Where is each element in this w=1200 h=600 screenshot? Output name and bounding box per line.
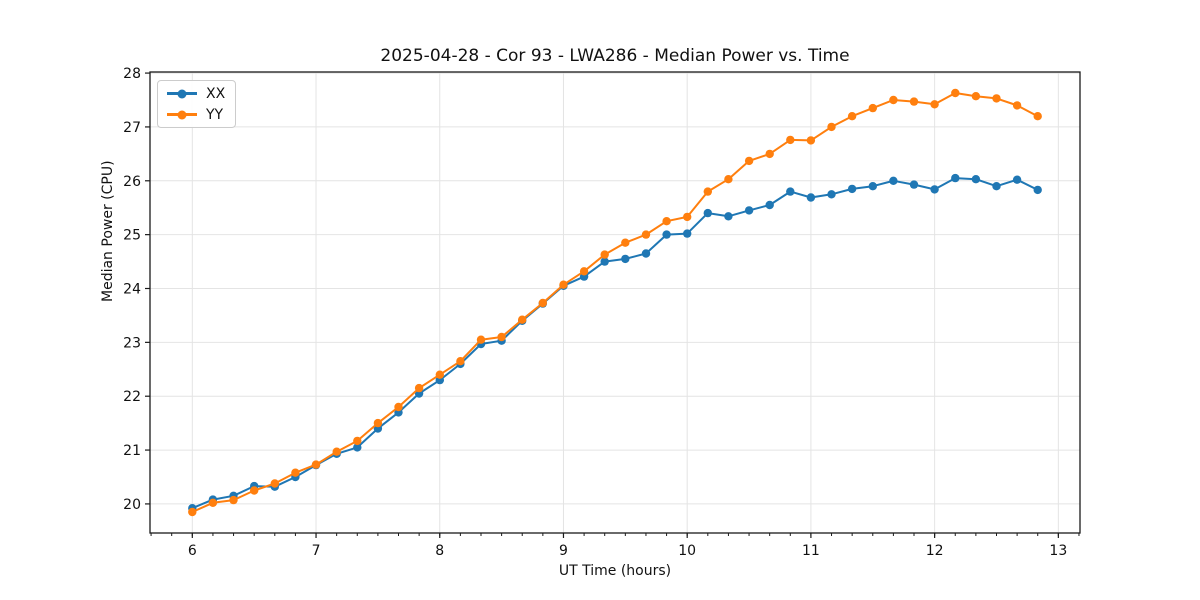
data-point-yy: [951, 88, 960, 98]
legend-marker-xx: [177, 89, 187, 98]
data-point-xx: [868, 182, 877, 191]
data-point-xx: [806, 193, 816, 202]
data-point-xx: [827, 190, 836, 199]
x-tick-label: 7: [312, 543, 321, 559]
data-point-yy: [250, 486, 259, 495]
data-point-xx: [724, 212, 733, 221]
data-point-yy: [518, 315, 527, 324]
data-point-xx: [600, 257, 609, 266]
x-tick-label: 10: [678, 543, 696, 559]
data-point-xx: [889, 176, 898, 185]
data-point-yy: [497, 332, 506, 342]
data-point-yy: [1012, 101, 1022, 110]
data-point-yy: [724, 175, 733, 184]
data-point-yy: [621, 238, 630, 247]
data-point-yy: [600, 250, 609, 259]
data-point-yy: [559, 280, 568, 289]
data-point-yy: [1033, 112, 1042, 121]
data-point-yy: [579, 267, 589, 276]
data-point-xx: [683, 229, 692, 238]
y-tick-label: 23: [123, 335, 141, 351]
data-point-xx: [971, 175, 981, 184]
x-tick-label: 11: [802, 543, 820, 559]
x-tick-label: 13: [1049, 543, 1067, 559]
legend-item-yy: YY: [167, 107, 225, 122]
data-point-xx: [353, 443, 362, 452]
data-point-yy: [971, 92, 981, 101]
data-point-yy: [353, 436, 362, 446]
data-point-xx: [847, 184, 857, 194]
data-point-yy: [786, 135, 795, 145]
data-point-yy: [476, 335, 486, 344]
data-point-yy: [868, 103, 877, 113]
legend-item-xx: XX: [167, 86, 225, 101]
data-point-yy: [992, 94, 1001, 103]
data-point-yy: [703, 187, 712, 196]
data-point-yy: [291, 468, 300, 477]
data-point-yy: [188, 507, 197, 517]
x-tick-label: 9: [559, 543, 568, 559]
data-point-yy: [683, 212, 692, 222]
data-point-xx: [703, 208, 712, 218]
data-point-yy: [930, 100, 939, 109]
y-tick-label: 27: [123, 120, 141, 136]
data-point-xx: [744, 206, 754, 215]
y-tick-label: 22: [123, 389, 141, 405]
chart-title: 2025-04-28 - Cor 93 - LWA286 - Median Po…: [380, 46, 850, 66]
legend-line-sample-xx: [167, 89, 197, 98]
data-point-xx: [1012, 175, 1022, 184]
data-point-yy: [394, 402, 403, 412]
data-point-yy: [538, 298, 547, 308]
x-tick-label: 6: [188, 543, 197, 559]
data-point-xx: [662, 230, 671, 239]
data-point-xx: [909, 180, 919, 189]
data-point-yy: [765, 149, 774, 159]
plot-border: [149, 71, 1081, 534]
x-tick-label: 12: [926, 543, 944, 559]
data-point-xx: [992, 182, 1001, 191]
data-point-xx: [930, 185, 939, 194]
data-point-yy: [889, 95, 898, 105]
series-line-xx: [191, 177, 1039, 510]
data-point-xx: [765, 200, 774, 210]
data-point-xx: [1033, 185, 1042, 195]
data-point-yy: [414, 383, 424, 393]
y-tick-label: 26: [123, 174, 141, 190]
legend-line-sample-yy: [167, 110, 197, 119]
legend-marker-yy: [177, 110, 187, 119]
data-point-yy: [270, 479, 279, 488]
x-tick-label: 8: [435, 543, 444, 559]
data-point-yy: [806, 136, 816, 145]
data-point-yy: [847, 112, 857, 121]
data-point-xx: [786, 187, 795, 196]
data-point-yy: [311, 460, 321, 469]
data-point-yy: [744, 156, 754, 166]
data-point-yy: [435, 370, 444, 379]
legend-label-yy: YY: [206, 107, 224, 123]
y-tick-label: 24: [123, 281, 141, 297]
y-tick-label: 25: [123, 228, 141, 244]
data-point-xx: [621, 254, 630, 264]
legend-label-xx: XX: [206, 86, 226, 102]
x-axis-label: UT Time (hours): [558, 563, 672, 579]
y-tick-label: 28: [123, 66, 141, 82]
y-tick-label: 20: [123, 497, 141, 513]
data-point-xx: [641, 249, 651, 258]
legend: XX YY: [157, 80, 237, 128]
data-point-xx: [951, 173, 960, 183]
series-line-yy: [191, 92, 1039, 513]
y-tick-label: 21: [123, 443, 141, 459]
data-point-yy: [641, 230, 651, 239]
data-point-yy: [332, 447, 341, 456]
data-point-yy: [827, 122, 836, 132]
data-point-yy: [373, 418, 383, 428]
data-point-yy: [662, 217, 671, 226]
data-point-yy: [229, 495, 238, 505]
data-point-yy: [208, 498, 218, 507]
data-point-yy: [909, 97, 919, 106]
data-point-yy: [456, 357, 465, 366]
